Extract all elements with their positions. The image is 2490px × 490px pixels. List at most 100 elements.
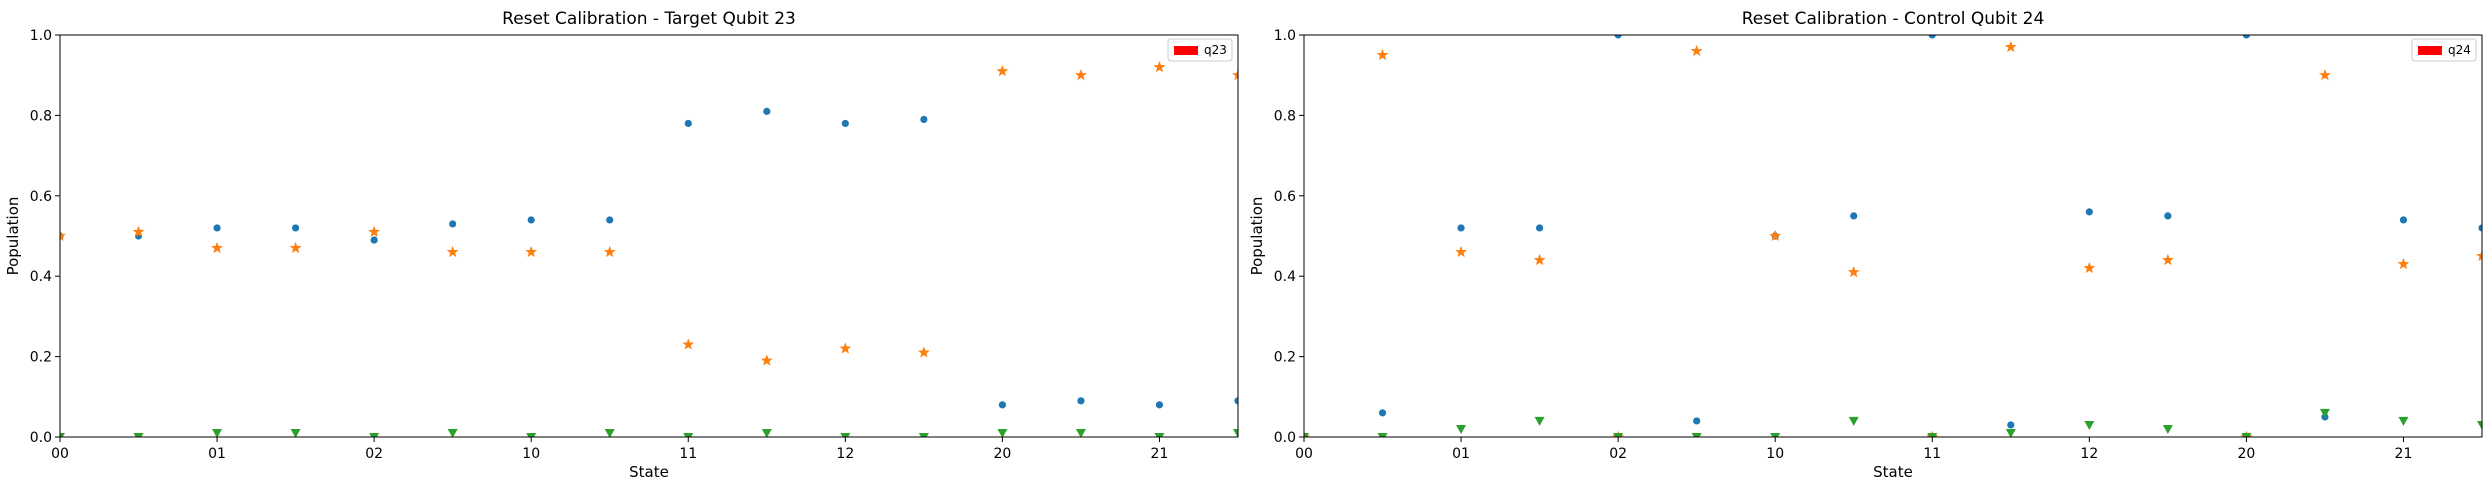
y-tick-label: 1.0 xyxy=(30,28,52,44)
data-point xyxy=(841,119,849,128)
data-point xyxy=(2478,224,2482,232)
y-tick-label: 0.4 xyxy=(30,269,52,285)
chart-title: Reset Calibration - Target Qubit 23 xyxy=(502,9,796,29)
data-point xyxy=(1455,245,1467,258)
data-point xyxy=(289,241,302,254)
data-point xyxy=(2398,416,2409,426)
data-point xyxy=(684,119,692,128)
data-point xyxy=(1304,433,1309,437)
x-tick-label: 10 xyxy=(522,446,540,462)
legend: q23 xyxy=(1167,38,1233,62)
data-point xyxy=(213,224,221,232)
legend: q24 xyxy=(2411,38,2477,62)
x-tick-label: 21 xyxy=(2395,446,2413,462)
data-point xyxy=(211,241,223,254)
data-point xyxy=(1233,428,1238,437)
data-point xyxy=(1075,69,1087,81)
data-point xyxy=(1075,428,1086,437)
axes-frame xyxy=(59,34,1239,438)
series-2 xyxy=(60,60,1238,366)
data-point xyxy=(446,245,459,258)
data-point xyxy=(447,428,458,437)
series-2 xyxy=(1304,40,2482,437)
x-tick-label: 02 xyxy=(365,446,383,462)
chart-panel-2: Reset Calibration - Control Qubit 24 Stat… xyxy=(1248,9,2483,481)
data-point xyxy=(1850,212,1858,220)
data-point xyxy=(2164,212,2172,220)
legend-swatch xyxy=(2418,46,2442,55)
data-point xyxy=(1848,416,1859,426)
data-point xyxy=(2241,433,2252,437)
series-3 xyxy=(1304,408,2482,437)
data-point xyxy=(2242,35,2250,39)
y-tick-label: 0.0 xyxy=(30,430,52,446)
data-point xyxy=(527,216,535,224)
x-tick-label: 00 xyxy=(1295,446,1313,462)
y-axis-label: Population xyxy=(1248,197,1266,276)
series-1 xyxy=(1304,35,2482,437)
y-tick-label: 0.0 xyxy=(1274,430,1296,446)
data-point xyxy=(761,428,772,437)
data-point xyxy=(2007,421,2015,429)
data-point xyxy=(1234,397,1238,405)
plot-area xyxy=(60,60,1238,437)
axes-frame xyxy=(1303,34,2483,438)
data-point xyxy=(1155,401,1164,409)
data-point xyxy=(2319,408,2330,418)
y-axis-label: Population xyxy=(4,197,22,276)
data-point xyxy=(2084,420,2095,430)
data-point xyxy=(1456,424,1467,434)
data-point xyxy=(997,428,1008,437)
legend-box xyxy=(2411,38,2477,62)
data-point xyxy=(1457,224,1465,232)
x-tick-label: 01 xyxy=(208,446,226,462)
data-point xyxy=(212,428,223,437)
data-point xyxy=(606,216,614,224)
data-point xyxy=(918,433,929,437)
data-point xyxy=(2005,428,2016,437)
data-point xyxy=(292,224,300,232)
data-point xyxy=(370,236,378,244)
data-point xyxy=(1536,224,1544,232)
data-point xyxy=(2397,257,2410,270)
data-point xyxy=(133,433,144,437)
x-tick-label: 00 xyxy=(51,446,69,462)
legend-label: q24 xyxy=(2448,43,2471,57)
data-point xyxy=(1769,229,1782,242)
data-point xyxy=(1770,433,1781,437)
data-point xyxy=(60,433,65,437)
data-point xyxy=(1614,35,1622,39)
y-tick-label: 0.6 xyxy=(1274,189,1296,205)
data-point xyxy=(683,433,694,437)
y-tick-label: 0.4 xyxy=(1274,269,1296,285)
x-tick-label: 02 xyxy=(1609,446,1627,462)
data-point xyxy=(1232,69,1238,81)
data-point xyxy=(2477,420,2482,430)
data-point xyxy=(1534,416,1545,426)
data-point xyxy=(2476,249,2482,262)
data-point xyxy=(2004,40,2017,53)
data-point xyxy=(1613,433,1624,437)
data-point xyxy=(1927,433,1938,437)
data-point xyxy=(998,401,1007,409)
x-tick-label: 11 xyxy=(679,446,697,462)
x-tick-label: 20 xyxy=(2237,446,2255,462)
data-point xyxy=(760,354,773,366)
x-tick-label: 01 xyxy=(1452,446,1470,462)
x-axis-label: State xyxy=(1873,463,1913,481)
x-tick-label: 11 xyxy=(1923,446,1941,462)
series-3 xyxy=(60,428,1238,437)
data-point xyxy=(1077,397,1085,405)
data-point xyxy=(2319,69,2331,81)
data-point xyxy=(920,115,928,124)
data-point xyxy=(1377,433,1388,437)
data-point xyxy=(1928,35,1936,39)
y-tick-label: 0.6 xyxy=(30,189,52,205)
y-tick-label: 0.8 xyxy=(30,108,52,124)
data-point xyxy=(840,433,851,437)
data-point xyxy=(763,107,771,115)
data-point xyxy=(132,225,145,237)
data-point xyxy=(2399,216,2408,224)
data-point xyxy=(2083,261,2096,274)
